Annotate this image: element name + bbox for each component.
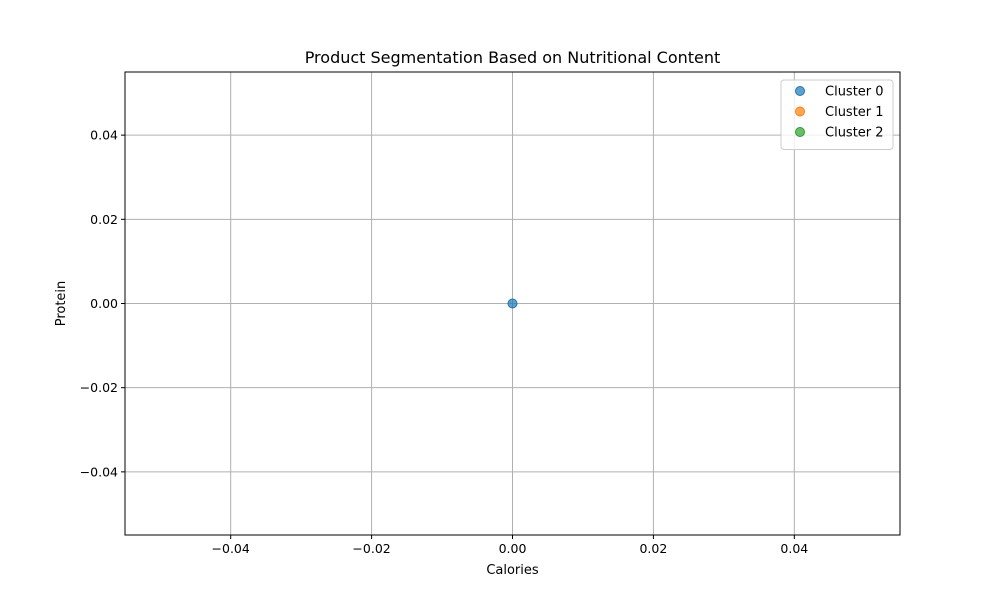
y-tick-label: −0.02	[80, 380, 118, 395]
legend-box	[780, 79, 894, 150]
data-point	[507, 298, 518, 309]
x-tick-label: 0.02	[639, 541, 667, 556]
chart-title: Product Segmentation Based on Nutritiona…	[305, 48, 721, 67]
legend-label: Cluster 1	[825, 105, 884, 120]
legend: Cluster 0 Cluster 1 Cluster 2	[780, 79, 894, 150]
y-tick-label: 0.02	[90, 212, 118, 227]
legend-label: Cluster 2	[825, 126, 884, 141]
x-tick-label: −0.04	[212, 541, 250, 556]
legend-label: Cluster 0	[825, 85, 884, 100]
y-tick-label: 0.00	[90, 296, 118, 311]
y-tick-label: −0.04	[80, 464, 118, 479]
y-axis-label: Protein	[54, 281, 69, 327]
legend-marker	[795, 127, 805, 137]
data-points	[507, 298, 518, 309]
x-tick-label: −0.02	[352, 541, 390, 556]
x-tick-label: 0.00	[499, 541, 527, 556]
axis-ticks: −0.04 −0.02 0.00 0.02 0.04 −0.04 −0.02 0.00 0.02…	[80, 128, 809, 556]
x-tick-label: 0.04	[780, 541, 808, 556]
legend-marker	[795, 86, 805, 96]
x-axis-label: Calories	[486, 563, 539, 578]
grid	[125, 72, 900, 535]
y-tick-label: 0.04	[90, 128, 118, 143]
legend-marker	[795, 106, 805, 117]
